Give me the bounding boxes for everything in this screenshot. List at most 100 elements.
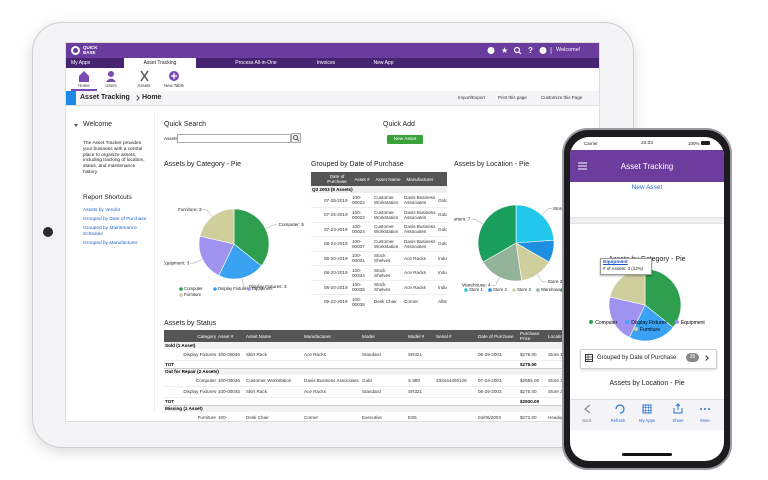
search-button[interactable]: [291, 133, 301, 143]
tab[interactable]: Process All-in-One: [235, 60, 277, 66]
table-cell: 06-29-2003: [478, 351, 502, 357]
row-icons: [311, 208, 323, 223]
collapse-arrow[interactable]: [74, 124, 78, 127]
table-cell: Corner: [404, 299, 419, 305]
tab[interactable]: New App: [373, 60, 394, 66]
table-cell: 07-23-2019: [324, 226, 348, 232]
table-cell: Davis Business Associates: [404, 224, 436, 235]
table-cell: 09-22-2019: [324, 299, 348, 305]
toolbar-label[interactable]: New Table: [164, 83, 184, 88]
column-header: Manufacturer: [406, 176, 434, 182]
table-cell: $272.00: [520, 414, 537, 420]
legend-label: Display Fixtures: [218, 286, 249, 291]
table-cell: 08-20-2019: [324, 284, 348, 290]
new-asset-link[interactable]: New Asset: [631, 184, 663, 191]
date-table: Date of Purchase Asset # Asset Name Manufac…: [311, 172, 447, 306]
table-cell: 04/06/2003: [478, 414, 501, 420]
separator: [570, 217, 724, 224]
table-cell: 07-26-2019: [324, 197, 348, 203]
nav-label[interactable]: More: [700, 418, 710, 423]
phone-chart-title: Assets by Location - Pie: [609, 380, 685, 387]
new-asset-button[interactable]: New Asset: [387, 135, 423, 144]
icon-col: [164, 330, 175, 342]
report-row[interactable]: [580, 349, 717, 369]
shortcut-link[interactable]: Grouped by Maintenance Schedule: [83, 226, 137, 237]
logo: QUICK BASE: [83, 45, 98, 55]
clock: 22:33: [640, 141, 653, 146]
table-cell: Standard: [362, 351, 381, 357]
pie-slice: [608, 296, 646, 338]
column-header: Asset #: [218, 333, 234, 339]
shortcut-link[interactable]: Assets by Vendor: [83, 208, 121, 213]
table-cell: Standard: [362, 389, 381, 394]
intro-text: The Asset Tracker provides your business…: [83, 141, 145, 175]
tooltip: [600, 258, 652, 275]
table-cell: Customer Workstation: [374, 209, 399, 220]
search-input[interactable]: [177, 134, 291, 143]
toolbar-label[interactable]: Home: [78, 83, 90, 88]
group-label: Out for Repair (2 Assets): [165, 369, 219, 375]
legend-item: Display Fixtures: [625, 320, 667, 327]
nav-label[interactable]: Share: [672, 418, 684, 423]
table-cell: Davis Business Associates: [304, 377, 359, 383]
phone-screen: Carrier 22:33 100% Asset Tracking New As…: [570, 137, 724, 461]
table-cell: Gold: [438, 241, 447, 247]
legend-label: Equipment: [680, 320, 705, 326]
table-cell: 100-00037: [352, 238, 365, 249]
table-title: Grouped by Date of Purchase: [311, 161, 404, 168]
page-action[interactable]: Customize this Page: [541, 95, 583, 100]
group-row: Q3 2003 (9 Assets): [311, 186, 447, 193]
slice-label: Store 3: 3: [547, 279, 567, 284]
breadcrumb-app[interactable]: Asset Tracking: [80, 94, 130, 101]
page-action[interactable]: Import/Export: [458, 95, 486, 100]
column-header: Model: [437, 172, 448, 186]
table-cell: Stock Shelves: [374, 253, 391, 264]
report-count: 26: [686, 353, 699, 362]
table-cell: [435, 349, 477, 360]
header-row: Category Asset # Asset Name Manufacturer Mod…: [164, 330, 599, 342]
nav-label[interactable]: My Apps: [638, 418, 656, 423]
toolbar-label[interactable]: Assets: [137, 83, 151, 88]
column-header: Date of Purchase: [478, 333, 514, 339]
legend-label: Furniture: [639, 327, 660, 333]
table-cell: Headquarters: [547, 412, 585, 421]
legend-swatch: [464, 288, 468, 292]
tab[interactable]: My Apps: [71, 60, 91, 66]
shortcut-link[interactable]: Grouped by Manufacturer: [83, 241, 138, 246]
table-cell: Customer Workstation: [374, 195, 399, 205]
tooltip-title[interactable]: Equipment: [603, 260, 628, 265]
column-header: Manufacturer: [304, 333, 332, 339]
tab[interactable]: Invoices: [316, 60, 336, 66]
leader-line: [471, 219, 484, 225]
table-cell: Gold: [362, 377, 372, 383]
table-cell: Ace Racks: [304, 389, 326, 394]
table-cell: Stock Shelves: [374, 282, 391, 293]
menu-icon[interactable]: [578, 162, 587, 170]
table-row: 09-22-2019 100-00038 Desk Chair Corner Allst…: [311, 295, 447, 306]
legend-item: Furniture: [633, 327, 660, 334]
slice-label: Headquarters: 7: [454, 217, 471, 222]
quick-search-title: Quick Search: [164, 121, 207, 128]
legend-label: Store 1: [469, 287, 483, 292]
group-label: Missing (1 Asset): [165, 406, 203, 412]
table-cell: 07-23-2003: [478, 377, 502, 383]
table-cell: 333444400126: [436, 377, 467, 383]
phone-title: Asset Tracking: [620, 162, 674, 171]
user-menu[interactable]: Welcome!: [556, 47, 581, 53]
tab[interactable]: Asset Tracking: [124, 58, 196, 68]
nav-label[interactable]: Refresh: [610, 418, 626, 423]
column-header: Model: [362, 333, 375, 339]
legend-label: Store 3: [517, 287, 531, 292]
legend-label: Furniture: [184, 292, 202, 297]
row-icons: [311, 251, 323, 266]
table-cell: 100-00024: [352, 224, 365, 235]
top-icons: ★ ?: [487, 46, 552, 55]
slice-label: Equipment: 3: [164, 260, 190, 265]
logo-icon: [71, 46, 80, 55]
page-action[interactable]: Print this page: [498, 95, 527, 100]
pie-slice: [628, 304, 674, 342]
toolbar-label[interactable]: Users: [105, 83, 117, 88]
nav-label[interactable]: Back: [582, 418, 592, 423]
shortcut-link[interactable]: Grouped by Date of Purchase: [83, 217, 147, 222]
table-cell: Executive: [362, 414, 382, 420]
